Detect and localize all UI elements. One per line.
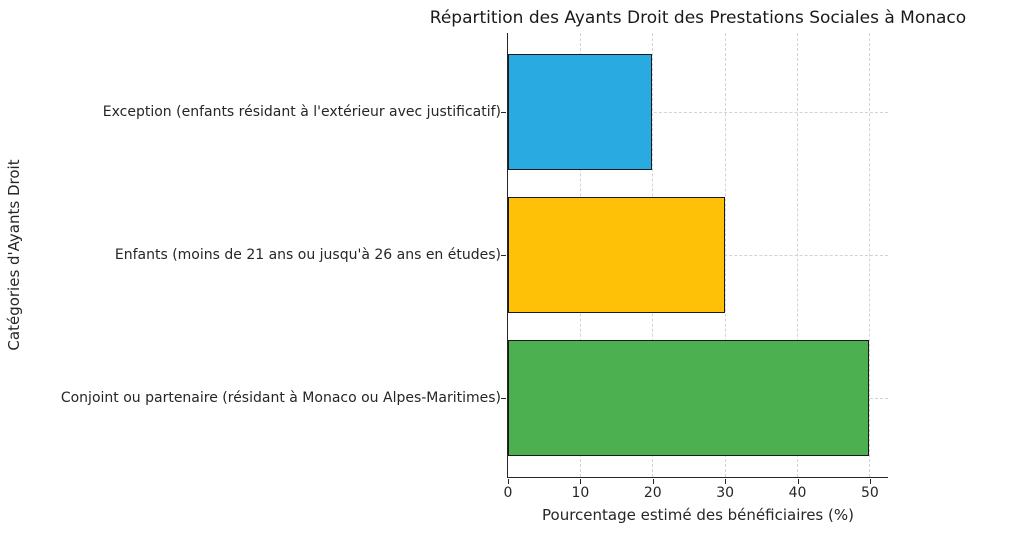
plot-area xyxy=(506,33,888,478)
gridline-y-0 xyxy=(507,112,888,114)
bar-0 xyxy=(507,54,653,171)
y-axis-label: Catégories d'Ayants Droit xyxy=(5,159,23,351)
y-tick-1 xyxy=(501,255,506,256)
x-axis-label: Pourcentage estimé des bénéficiaires (%) xyxy=(542,506,854,524)
category-label-2: Conjoint ou partenaire (résidant à Monac… xyxy=(60,389,501,406)
x-tick-label-0: 0 xyxy=(503,485,513,501)
category-label-1: Enfants (moins de 21 ans ou jusqu'à 26 a… xyxy=(114,247,501,263)
x-tick-10 xyxy=(580,478,582,484)
x-tick-40 xyxy=(797,478,799,484)
x-tick-label-20: 20 xyxy=(643,485,662,501)
y-tick-0 xyxy=(501,112,506,114)
x-tick-0 xyxy=(508,478,509,484)
category-label-0: Exception (enfants résidant à l'extérieu… xyxy=(102,104,501,121)
x-tick-50 xyxy=(869,478,871,484)
x-tick-label-50: 50 xyxy=(860,485,879,501)
x-tick-label-30: 30 xyxy=(716,485,735,501)
bar-2 xyxy=(507,339,870,456)
chart-title: Répartition des Ayants Droit des Prestat… xyxy=(429,8,967,28)
y-tick-2 xyxy=(501,397,506,399)
x-tick-label-40: 40 xyxy=(788,485,807,501)
x-tick-30 xyxy=(725,478,727,484)
x-tick-20 xyxy=(652,478,654,484)
bar-1 xyxy=(507,197,725,313)
x-tick-label-10: 10 xyxy=(571,485,590,501)
